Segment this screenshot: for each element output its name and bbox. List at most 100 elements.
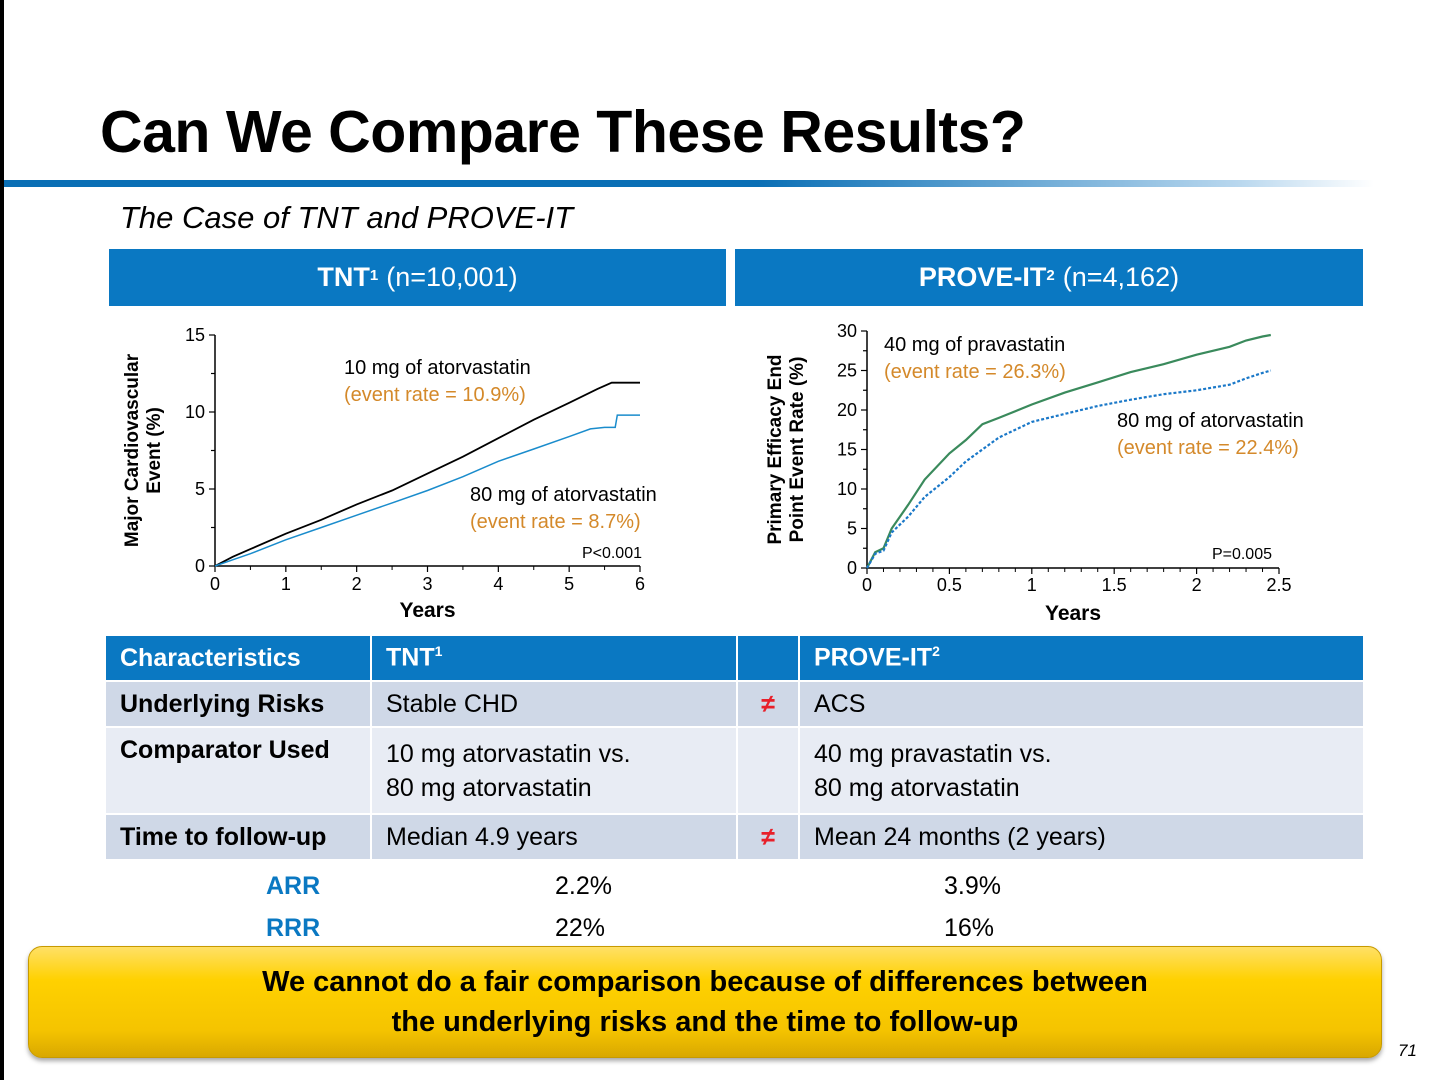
x-tick-label: 1 (1027, 575, 1037, 595)
p-value-label: P<0.001 (582, 545, 642, 562)
tnt-ref: 1 (369, 267, 379, 284)
y-axis-title-line2: Point Event Rate (%) (787, 357, 808, 543)
x-tick-label: 1.5 (1102, 575, 1127, 595)
header-prove: PROVE-IT2 (798, 634, 1365, 682)
x-tick-label: 4 (493, 574, 503, 594)
x-tick-label: 6 (635, 574, 645, 594)
prove-ref: 2 (1046, 267, 1055, 284)
y-axis-title: Major CardiovascularEvent (%) (122, 353, 165, 547)
prove-comparator-line2: 80 mg atorvastatin (814, 773, 1020, 802)
prove-it-chart: 0 5 10 15 20 25 30 0 0.5 1 1.5 2 2.5 Years Primary Eff… (765, 321, 1304, 625)
series-line (866, 369, 1272, 569)
header-prove-label: PROVE-IT (814, 643, 933, 672)
x-tick-label: 2 (1192, 575, 1202, 595)
x-tick-label: 2.5 (1266, 575, 1291, 595)
x-tick-label: 0 (862, 575, 872, 595)
y-axis-title-line1: Primary Efficacy End (765, 354, 786, 544)
y-tick-label: 10 (185, 402, 205, 422)
y-tick-label: 10 (837, 479, 857, 499)
series-line (214, 381, 640, 567)
header-sign (736, 634, 800, 682)
row-label: Comparator Used (104, 726, 372, 815)
y-axis-title: Primary Efficacy EndPoint Event Rate (%) (765, 354, 808, 544)
series-line (214, 414, 640, 567)
row-tnt-value: 10 mg atorvastatin vs. 80 mg atorvastati… (370, 726, 738, 815)
not-equal-sign: ≠ (736, 680, 800, 728)
y-tick-label: 25 (837, 361, 857, 381)
series-label: 40 mg of pravastatin (884, 334, 1065, 356)
page-number: 71 (1398, 1041, 1417, 1060)
arr-label: ARR (266, 872, 321, 900)
y-tick-label: 0 (195, 556, 205, 576)
x-tick-label: 5 (564, 574, 574, 594)
sign-cell (736, 726, 800, 815)
y-tick-label: 15 (837, 440, 857, 460)
left-edge-bar (0, 0, 4, 1080)
y-axis-title-line1: Major Cardiovascular (122, 353, 143, 547)
header-tnt-ref: 1 (434, 643, 443, 660)
x-axis-title: Years (399, 599, 455, 622)
x-tick-label: 1 (281, 574, 291, 594)
table-row: Comparator Used 10 mg atorvastatin vs. 8… (104, 726, 1365, 815)
y-tick-label: 15 (185, 325, 205, 345)
header-tnt-label: TNT (386, 643, 435, 672)
tnt-name: TNT (317, 262, 370, 292)
x-tick-label: 2 (352, 574, 362, 594)
not-equal-sign: ≠ (736, 813, 800, 861)
tnt-comparator-line2: 80 mg atorvastatin (386, 773, 592, 802)
y-tick-label: 20 (837, 400, 857, 420)
slide-subtitle: The Case of TNT and PROVE-IT (120, 200, 574, 235)
x-axis-title: Years (1045, 602, 1101, 625)
series-note: (event rate = 26.3%) (884, 361, 1066, 383)
row-prove-value: Mean 24 months (2 years) (798, 813, 1365, 861)
series-label: 10 mg of atorvastatin (344, 357, 531, 379)
x-tick-label: 0 (210, 574, 220, 594)
table-row: Underlying Risks Stable CHD ≠ ACS (104, 680, 1365, 728)
conclusion-callout: We cannot do a fair comparison because o… (28, 946, 1382, 1058)
row-prove-value: 40 mg pravastatin vs. 80 mg atorvastatin (798, 726, 1365, 815)
callout-line-1: We cannot do a fair comparison because o… (262, 966, 1148, 998)
arr-tnt-value: 2.2% (555, 872, 612, 900)
header-prove-ref: 2 (932, 643, 940, 660)
y-tick-label: 5 (195, 479, 205, 499)
rrr-prove-value: 16% (944, 914, 995, 942)
callout-line-2: the underlying risks and the time to fol… (391, 1006, 1019, 1038)
row-prove-value: ACS (798, 680, 1365, 728)
rrr-label: RRR (266, 914, 321, 942)
y-tick-label: 0 (847, 558, 857, 578)
header-characteristics: Characteristics (104, 634, 372, 682)
series-line (866, 333, 1271, 569)
x-tick-label: 0.5 (937, 575, 962, 595)
prove-n: (n=4,162) (1062, 262, 1180, 292)
arr-prove-value: 3.9% (944, 872, 1001, 900)
p-value-label: P=0.005 (1212, 546, 1272, 563)
prove-panel-header: PROVE-IT 2 (n=4,162) (735, 249, 1363, 306)
tnt-n: (n=10,001) (386, 262, 518, 292)
rrr-tnt-value: 22% (555, 914, 606, 942)
prove-comparator-line1: 40 mg pravastatin vs. (814, 739, 1052, 768)
tnt-chart: 0 5 10 15 0 1 2 3 4 5 6 Years Major CardiovascularEv… (122, 325, 657, 622)
row-label: Time to follow-up (104, 813, 372, 861)
series-note: (event rate = 10.9%) (344, 384, 526, 406)
row-tnt-value: Stable CHD (370, 680, 738, 728)
title-divider (4, 180, 1374, 187)
slide-title: Can We Compare These Results? (100, 99, 1026, 165)
prove-name: PROVE-IT (918, 262, 1047, 292)
table-header-row: Characteristics TNT1 PROVE-IT2 (104, 634, 1365, 682)
series-note: (event rate = 22.4%) (1117, 437, 1299, 459)
table-row: Time to follow-up Median 4.9 years ≠ Mea… (104, 813, 1365, 861)
row-label: Underlying Risks (104, 680, 372, 728)
header-tnt: TNT1 (370, 634, 738, 682)
row-tnt-value: Median 4.9 years (370, 813, 738, 861)
y-tick-label: 30 (837, 321, 857, 341)
series-note: (event rate = 8.7%) (470, 511, 641, 533)
series-label: 80 mg of atorvastatin (1117, 410, 1304, 432)
x-tick-label: 3 (422, 574, 432, 594)
tnt-comparator-line1: 10 mg atorvastatin vs. (386, 739, 631, 768)
y-axis-title-line2: Event (%) (144, 407, 165, 494)
comparison-table: Characteristics TNT1 PROVE-IT2 Underlyin… (104, 634, 1365, 861)
tnt-panel-header: TNT 1 (n=10,001) (109, 249, 726, 306)
y-tick-label: 5 (847, 519, 857, 539)
series-label: 80 mg of atorvastatin (470, 484, 657, 506)
